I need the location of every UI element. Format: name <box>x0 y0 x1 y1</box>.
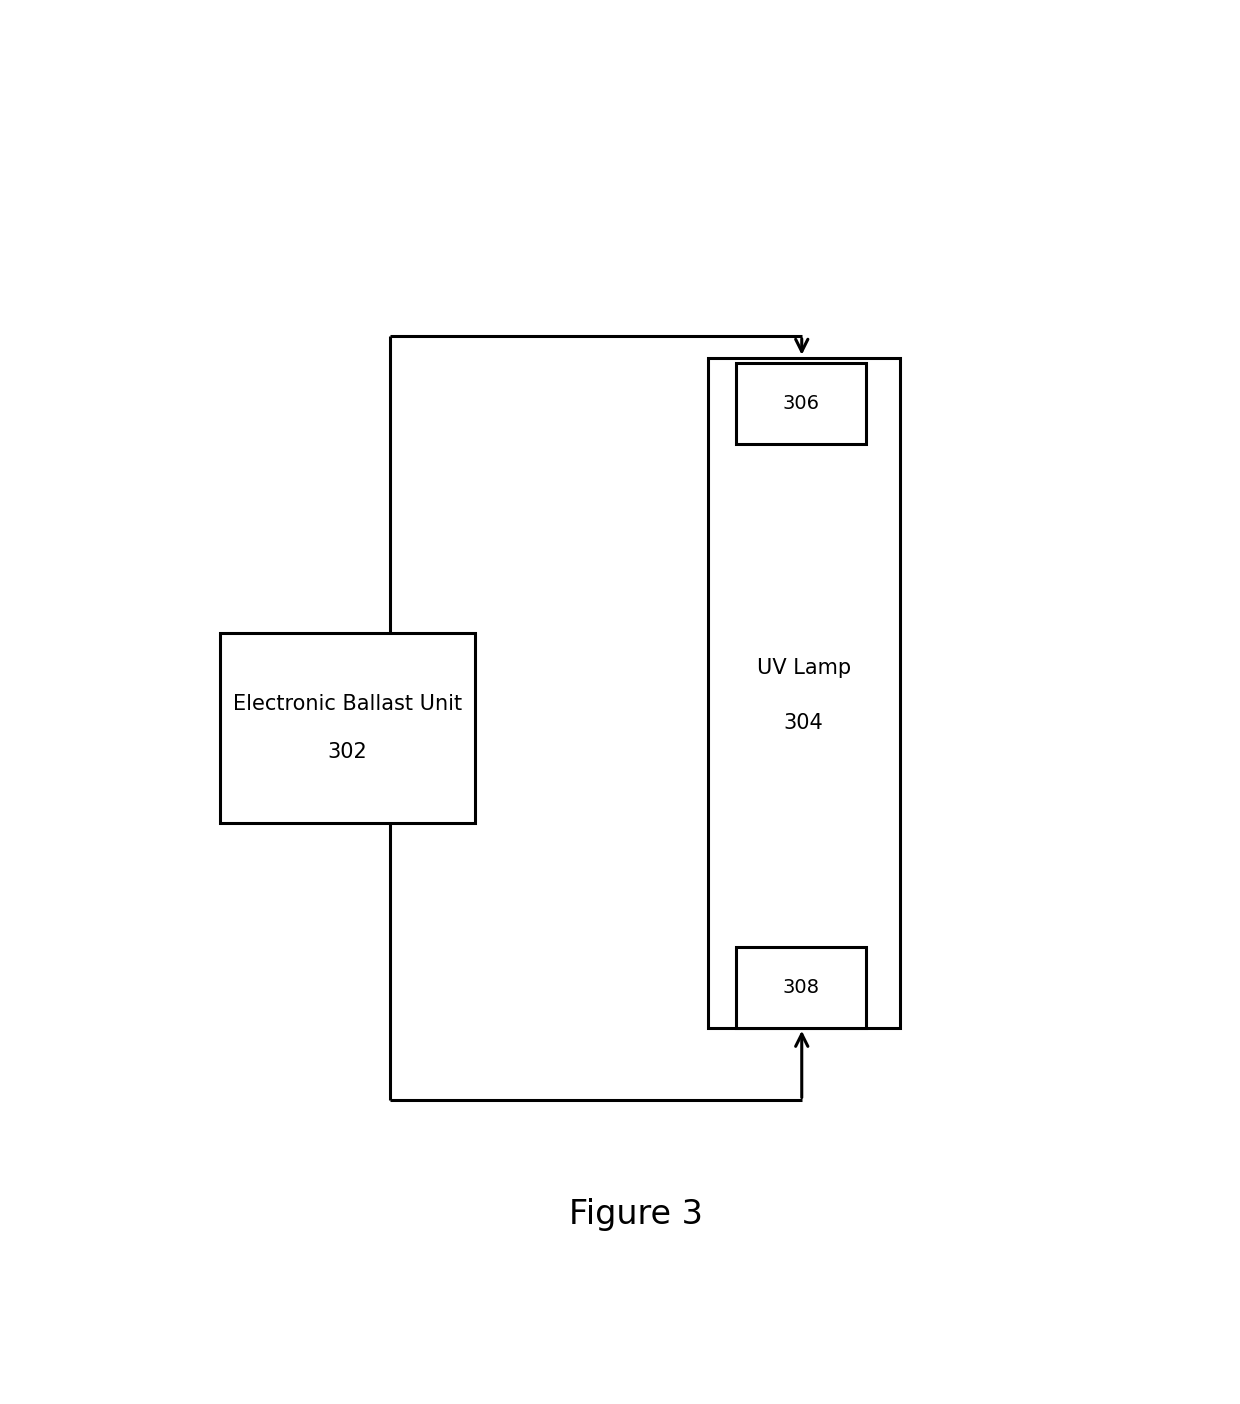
Text: 308: 308 <box>782 979 820 997</box>
Bar <box>708 358 900 1028</box>
Bar <box>737 364 866 444</box>
Text: Figure 3: Figure 3 <box>569 1199 702 1231</box>
Text: UV Lamp: UV Lamp <box>756 658 851 678</box>
Bar <box>737 946 866 1028</box>
Text: 302: 302 <box>327 741 367 762</box>
Text: 306: 306 <box>782 395 820 413</box>
Bar <box>221 633 475 823</box>
Text: Electronic Ballast Unit: Electronic Ballast Unit <box>233 694 463 715</box>
Text: 304: 304 <box>784 713 823 733</box>
